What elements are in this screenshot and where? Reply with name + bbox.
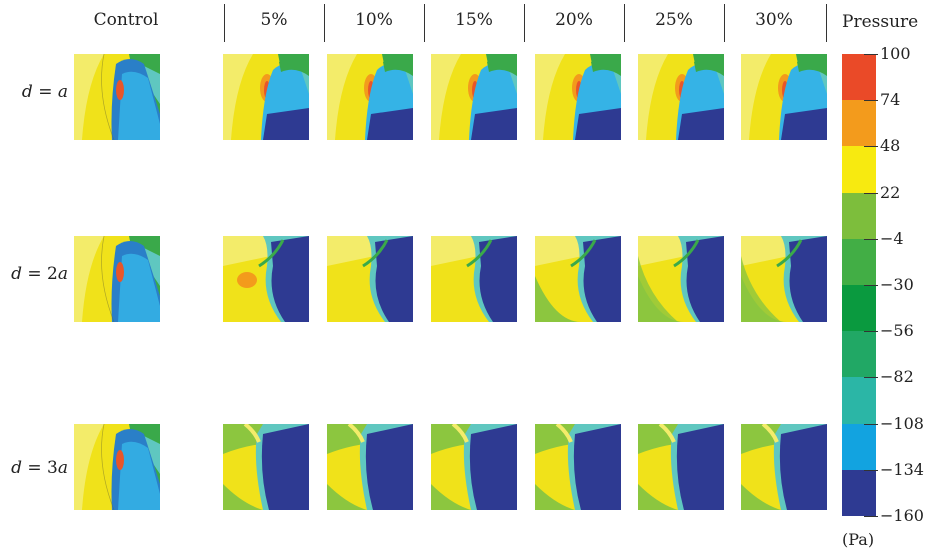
colorbar-segment bbox=[842, 469, 876, 517]
colorbar-tick-label: −160 bbox=[880, 506, 924, 525]
contour-panel bbox=[535, 236, 621, 322]
colorbar-tick-label: −108 bbox=[880, 414, 924, 433]
colorbar-tick bbox=[864, 470, 878, 471]
colorbar-tick-label: −56 bbox=[880, 321, 914, 340]
colorbar-tick bbox=[864, 285, 878, 286]
row-label-d-3a: d = 3a bbox=[11, 458, 68, 478]
column-divider bbox=[524, 4, 525, 42]
contour-panel-control bbox=[74, 54, 160, 140]
colorbar-tick bbox=[864, 331, 878, 332]
contour-panel bbox=[638, 236, 724, 322]
colorbar-tick-label: 74 bbox=[880, 90, 901, 109]
colorbar-segment bbox=[842, 192, 876, 239]
contour-panel bbox=[223, 54, 309, 140]
colorbar-segment bbox=[842, 54, 876, 101]
contour-panel bbox=[741, 54, 827, 140]
contour-panel bbox=[223, 236, 309, 322]
colorbar-segment bbox=[842, 285, 876, 332]
colorbar-tick bbox=[864, 424, 878, 425]
contour-panel bbox=[431, 54, 517, 140]
colorbar-tick-label: 100 bbox=[880, 44, 911, 63]
column-header-20: 20% bbox=[555, 10, 593, 30]
contour-panel bbox=[327, 54, 413, 140]
column-divider bbox=[724, 4, 725, 42]
column-divider bbox=[224, 4, 225, 42]
colorbar-tick-label: −134 bbox=[880, 460, 924, 479]
colorbar-segment bbox=[842, 100, 876, 147]
colorbar-tick bbox=[864, 193, 878, 194]
colorbar-segment bbox=[842, 238, 876, 286]
contour-panel bbox=[535, 54, 621, 140]
column-header-30: 30% bbox=[755, 10, 793, 30]
colorbar-tick bbox=[864, 146, 878, 147]
column-header-15: 15% bbox=[455, 10, 493, 30]
column-header-control: Control bbox=[93, 10, 159, 30]
colorbar-tick bbox=[864, 100, 878, 101]
colorbar-tick bbox=[864, 516, 878, 517]
contour-panel bbox=[741, 236, 827, 322]
contour-panel bbox=[327, 424, 413, 510]
column-header-10: 10% bbox=[355, 10, 393, 30]
column-divider bbox=[624, 4, 625, 42]
contour-panel bbox=[327, 236, 413, 322]
colorbar-title: Pressure bbox=[842, 12, 919, 32]
colorbar-tick-label: 22 bbox=[880, 183, 901, 202]
column-divider bbox=[324, 4, 325, 42]
column-header-5: 5% bbox=[260, 10, 288, 30]
colorbar-unit: (Pa) bbox=[842, 530, 875, 549]
colorbar-tick bbox=[864, 54, 878, 55]
colorbar-segment bbox=[842, 146, 876, 193]
colorbar-segment bbox=[842, 331, 876, 378]
contour-panel bbox=[741, 424, 827, 510]
colorbar-tick-label: −30 bbox=[880, 275, 914, 294]
colorbar-tick bbox=[864, 377, 878, 378]
row-label-d-2a: d = 2a bbox=[11, 264, 68, 284]
contour-panel bbox=[638, 54, 724, 140]
column-divider bbox=[424, 4, 425, 42]
colorbar-tick bbox=[864, 239, 878, 240]
pressure-colorbar bbox=[842, 54, 876, 517]
contour-panel bbox=[431, 236, 517, 322]
contour-panel bbox=[431, 424, 517, 510]
colorbar-tick-label: 48 bbox=[880, 136, 901, 155]
colorbar-segment bbox=[842, 423, 876, 470]
row-label-d-a: d = a bbox=[21, 82, 68, 102]
colorbar-tick-label: −4 bbox=[880, 229, 904, 248]
contour-panel bbox=[638, 424, 724, 510]
contour-panel-control bbox=[74, 236, 160, 322]
column-divider bbox=[826, 4, 827, 42]
column-header-25: 25% bbox=[655, 10, 693, 30]
contour-panel-control bbox=[74, 424, 160, 510]
contour-panel bbox=[223, 424, 309, 510]
colorbar-tick-label: −82 bbox=[880, 367, 914, 386]
contour-panel bbox=[535, 424, 621, 510]
colorbar-segment bbox=[842, 377, 876, 424]
